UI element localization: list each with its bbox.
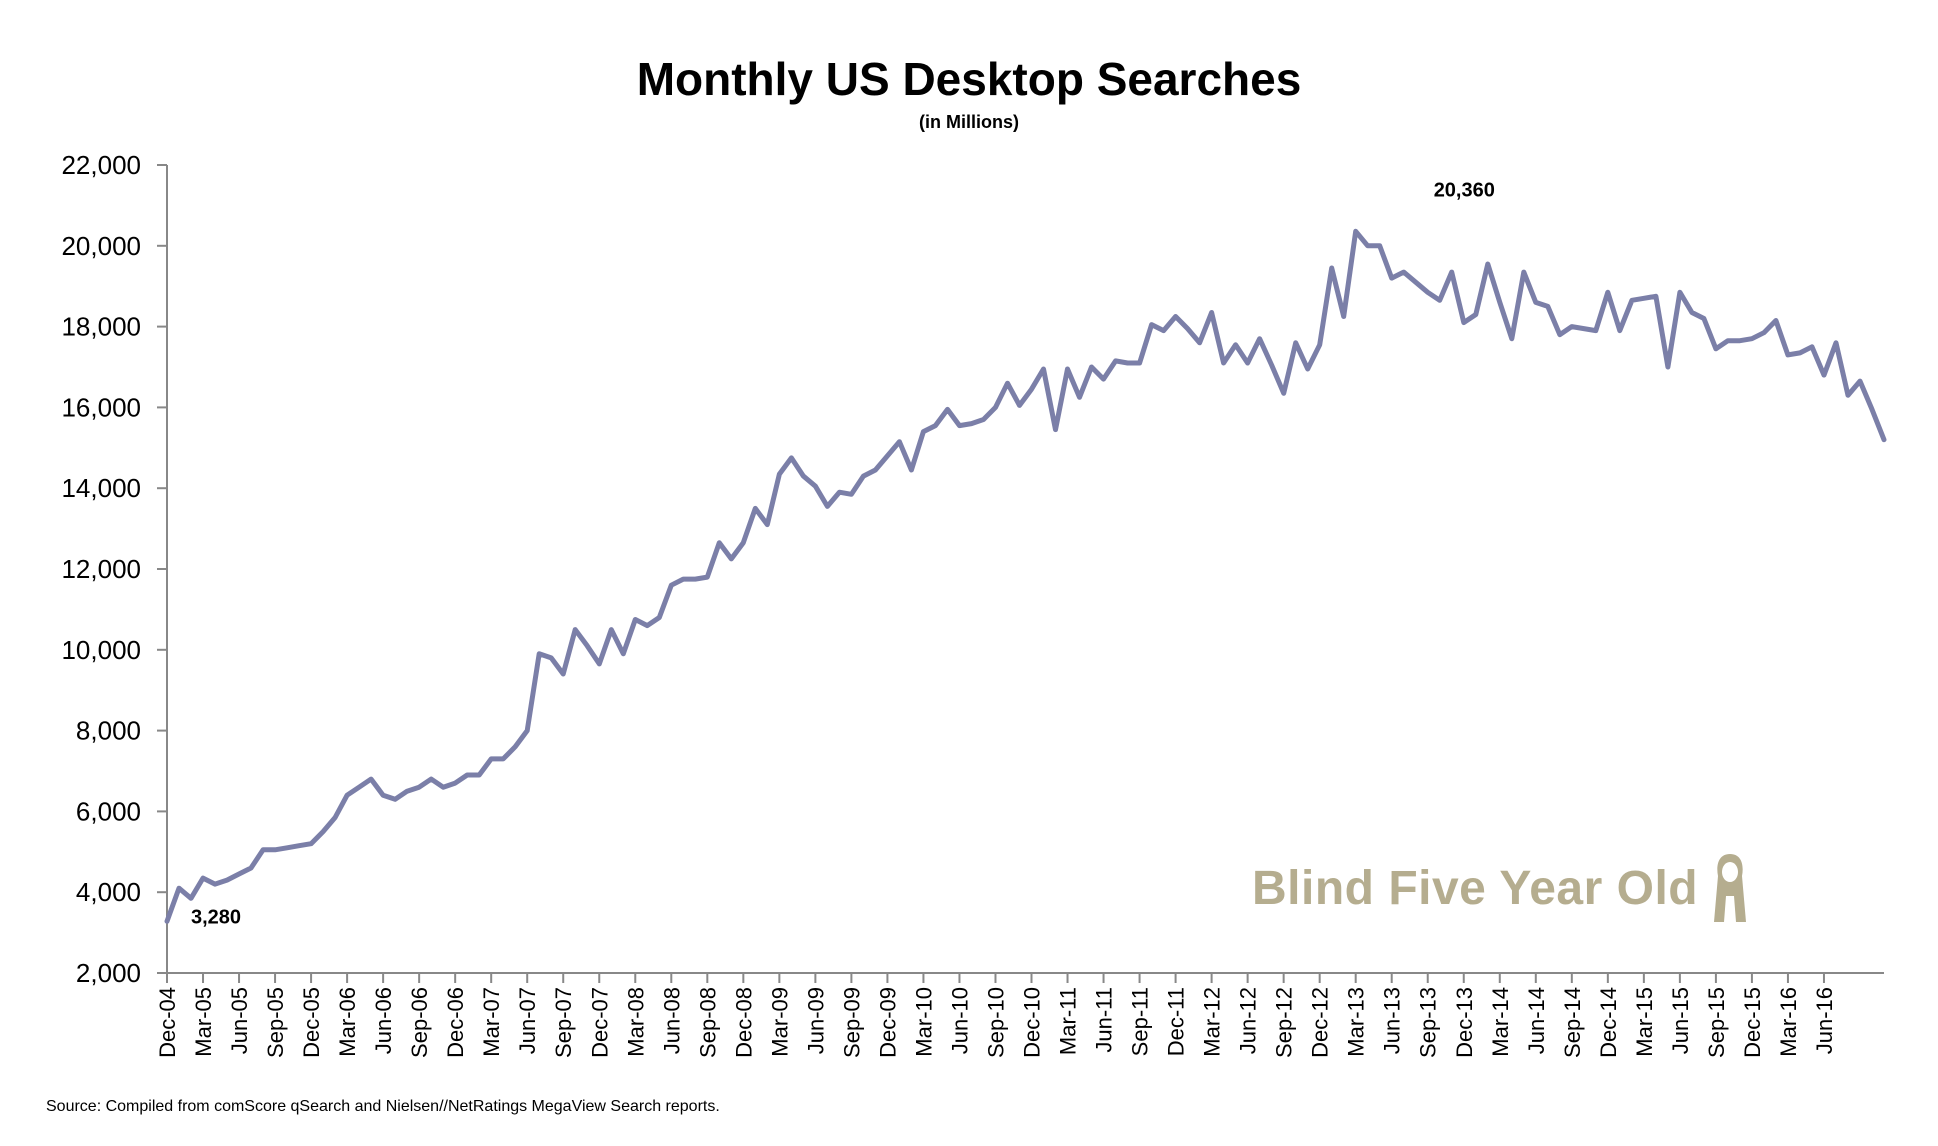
source-note: Source: Compiled from comScore qSearch a… (46, 1098, 720, 1115)
x-tick-label: Mar-10 (911, 987, 936, 1057)
x-tick-label: Jun-05 (227, 987, 252, 1054)
chart-subtitle: (in Millions) (919, 112, 1019, 132)
x-tick-label: Jun-08 (659, 987, 684, 1054)
data-label: 3,280 (191, 906, 241, 928)
y-tick-label: 12,000 (61, 554, 141, 584)
x-tick-label: Jun-07 (515, 987, 540, 1054)
x-tick-label: Sep-12 (1272, 987, 1297, 1058)
y-tick-label: 4,000 (76, 877, 141, 907)
x-tick-label: Mar-07 (479, 987, 504, 1057)
x-tick-label: Mar-13 (1344, 987, 1369, 1057)
x-tick-label: Jun-12 (1236, 987, 1261, 1054)
x-tick-label: Dec-04 (155, 987, 180, 1058)
y-tick-label: 10,000 (61, 635, 141, 665)
y-axis-ticks: 22,000 20,000 18,000 16,000 14,000 12,000 10,0… (61, 150, 167, 988)
x-tick-label: Sep-09 (839, 987, 864, 1058)
watermark-logo: Blind Five Year Old (1252, 852, 1752, 924)
x-tick-label: Jun-15 (1668, 987, 1693, 1054)
x-tick-label: Dec-06 (443, 987, 468, 1058)
x-tick-label: Dec-08 (731, 987, 756, 1058)
x-tick-label: Sep-05 (263, 987, 288, 1058)
x-tick-label: Mar-06 (335, 987, 360, 1057)
y-tick-label: 22,000 (61, 150, 141, 180)
x-tick-label: Dec-07 (587, 987, 612, 1058)
x-tick-label: Mar-11 (1056, 987, 1081, 1055)
y-tick-label: 14,000 (61, 473, 141, 503)
x-tick-label: Mar-12 (1200, 987, 1225, 1057)
x-tick-label: Jun-06 (371, 987, 396, 1054)
x-tick-label: Jun-13 (1380, 987, 1405, 1054)
x-axis-ticks: Dec-04 Mar-05 Jun-05 Sep-05 Dec-05 Mar-06 Jun-… (155, 973, 1837, 1058)
x-tick-label: Dec-12 (1308, 987, 1333, 1058)
x-tick-label: Sep-07 (551, 987, 576, 1058)
x-tick-label: Sep-14 (1560, 987, 1585, 1058)
x-tick-label: Sep-08 (695, 987, 720, 1058)
x-tick-label: Sep-10 (983, 987, 1008, 1058)
x-tick-label: Dec-15 (1740, 987, 1765, 1058)
figure-icon (1714, 854, 1747, 922)
x-tick-label: Jun-16 (1812, 987, 1837, 1054)
x-tick-label: Dec-11 (1164, 987, 1189, 1056)
series-group (164, 228, 1887, 924)
annotations: 3,280 20,360 (191, 179, 1495, 928)
y-tick-label: 16,000 (61, 392, 141, 422)
x-tick-label: Sep-06 (407, 987, 432, 1058)
y-tick-label: 6,000 (76, 796, 141, 826)
x-tick-label: Mar-15 (1632, 987, 1657, 1057)
x-tick-label: Mar-05 (191, 987, 216, 1057)
x-tick-label: Sep-11 (1128, 987, 1153, 1056)
watermark-text: Blind Five Year Old (1252, 861, 1699, 915)
x-tick-label: Mar-16 (1776, 987, 1801, 1057)
y-tick-label: 20,000 (61, 231, 141, 261)
x-tick-label: Dec-14 (1596, 987, 1621, 1058)
x-tick-label: Mar-14 (1488, 987, 1513, 1057)
x-tick-label: Jun-09 (803, 987, 828, 1054)
x-tick-label: Sep-15 (1704, 987, 1729, 1058)
y-tick-label: 18,000 (61, 312, 141, 342)
x-tick-label: Jun-14 (1524, 987, 1549, 1054)
x-tick-label: Dec-09 (875, 987, 900, 1058)
x-tick-label: Dec-05 (299, 987, 324, 1058)
chart-title: Monthly US Desktop Searches (636, 53, 1302, 105)
x-tick-label: Jun-10 (947, 987, 972, 1054)
x-tick-label: Dec-13 (1452, 987, 1477, 1058)
x-tick-label: Mar-08 (623, 987, 648, 1057)
x-tick-label: Sep-13 (1416, 987, 1441, 1058)
data-label: 20,360 (1434, 179, 1495, 201)
y-tick-label: 2,000 (76, 958, 141, 988)
x-tick-label: Jun-11 (1092, 987, 1117, 1053)
x-tick-label: Mar-09 (767, 987, 792, 1057)
series-line (164, 228, 1887, 924)
y-tick-label: 8,000 (76, 716, 141, 746)
x-tick-label: Dec-10 (1020, 987, 1045, 1058)
